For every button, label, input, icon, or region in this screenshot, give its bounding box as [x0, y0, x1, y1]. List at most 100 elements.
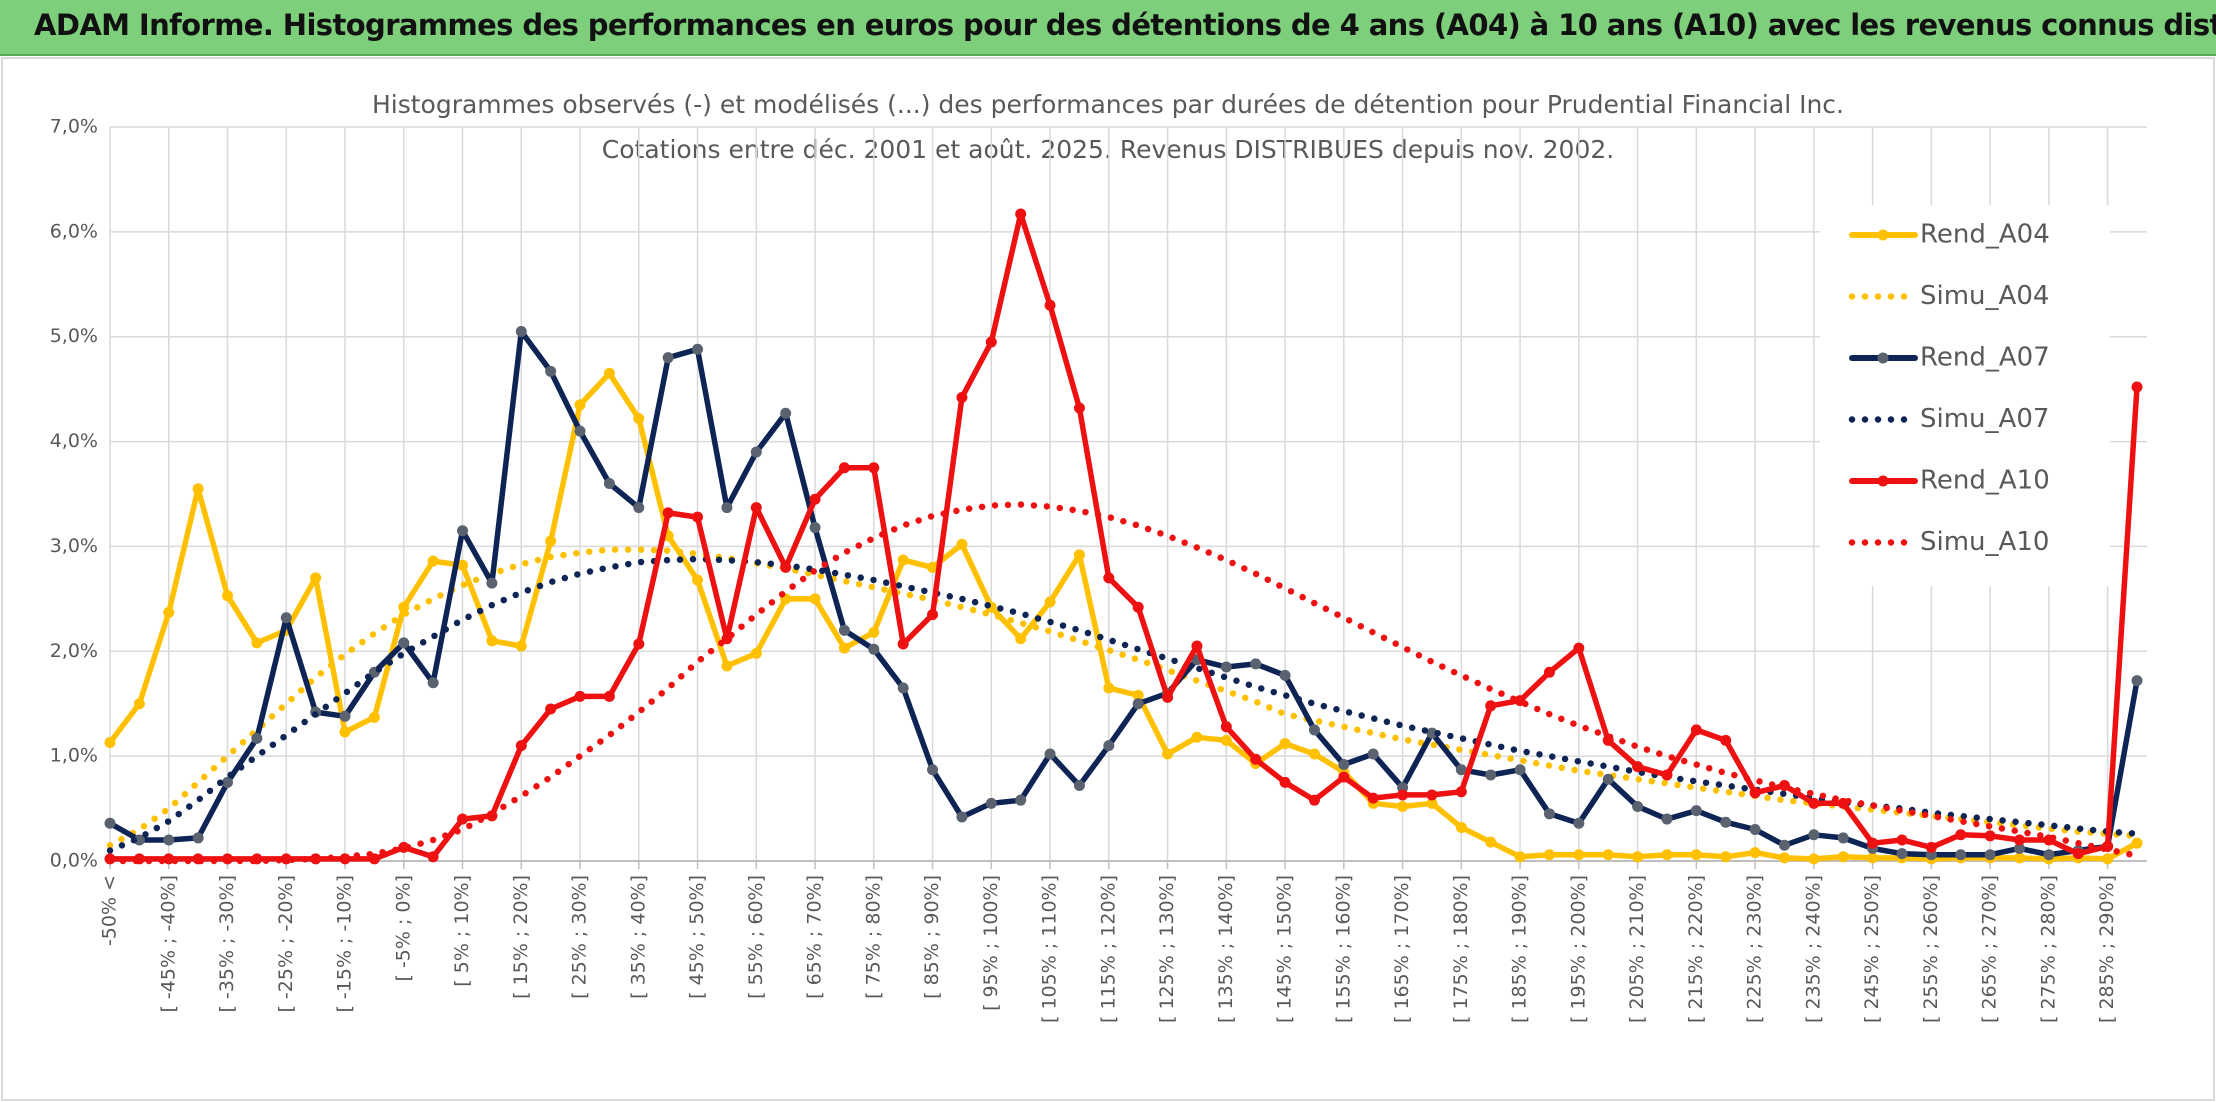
- marker: [1455, 786, 1467, 798]
- marker: [515, 325, 527, 337]
- marker: [1279, 776, 1291, 788]
- marker: [956, 811, 968, 823]
- marker: [780, 407, 792, 419]
- marker: [1308, 748, 1320, 760]
- marker: [133, 698, 145, 710]
- marker: [1485, 700, 1497, 712]
- marker: [222, 776, 234, 788]
- marker: [956, 392, 968, 404]
- marker: [2131, 837, 2143, 849]
- marker: [1984, 830, 1996, 842]
- marker: [1690, 849, 1702, 861]
- marker: [1661, 849, 1673, 861]
- marker: [1103, 572, 1115, 584]
- marker: [1808, 797, 1820, 809]
- header-title: ADAM Informe. Histogrammes des performan…: [34, 8, 2216, 42]
- x-tick-label: [ 175% ; 180%]: [1450, 875, 1472, 1023]
- chart-subtitle: Cotations entre déc. 2001 et août. 2025.…: [602, 135, 1614, 164]
- marker: [927, 561, 939, 573]
- x-tick-label: [ -45% ; -40%]: [157, 875, 179, 1013]
- marker: [1485, 836, 1497, 848]
- x-tick-label: [ 25% ; 30%]: [569, 875, 591, 999]
- marker: [574, 425, 586, 437]
- x-tick-label: [ 5% ; 10%]: [451, 875, 473, 987]
- marker: [1367, 748, 1379, 760]
- marker: [1073, 549, 1085, 561]
- x-tick-label: [ -5% ; 0%]: [392, 875, 414, 982]
- marker: [1573, 849, 1585, 861]
- marker: [1250, 753, 1262, 765]
- marker: [1397, 800, 1409, 812]
- marker: [1837, 851, 1849, 863]
- marker: [750, 446, 762, 458]
- marker: [721, 660, 733, 672]
- x-tick-label: [ 135% ; 140%]: [1215, 875, 1237, 1023]
- marker: [427, 555, 439, 567]
- marker: [1073, 780, 1085, 792]
- legend-label: Simu_A10: [1920, 527, 2049, 557]
- marker: [2013, 842, 2025, 854]
- x-tick-label: [ 45% ; 50%]: [686, 875, 708, 999]
- x-tick-label: [ 205% ; 210%]: [1626, 875, 1648, 1023]
- marker: [2131, 381, 2143, 393]
- legend-label: Simu_A04: [1920, 281, 2049, 311]
- marker: [398, 601, 410, 613]
- marker: [398, 637, 410, 649]
- y-tick-label: 6,0%: [50, 220, 98, 242]
- marker: [1808, 853, 1820, 865]
- data-line: [107, 370, 2140, 862]
- x-tick-label: [ 225% ; 230%]: [1744, 875, 1766, 1023]
- x-tick-label: [ -25% ; -20%]: [275, 875, 297, 1013]
- marker: [1103, 682, 1115, 694]
- marker: [280, 853, 292, 865]
- marker: [750, 647, 762, 659]
- marker: [1250, 658, 1262, 670]
- marker: [1955, 829, 1967, 841]
- chart: Histogrammes observés (-) et modélisés (…: [1, 57, 2215, 1101]
- marker: [838, 624, 850, 636]
- marker: [251, 637, 263, 649]
- marker: [457, 525, 469, 537]
- marker: [662, 507, 674, 519]
- y-tick-label: 0,0%: [50, 850, 98, 872]
- marker: [1896, 848, 1908, 860]
- x-tick-label: [ 145% ; 150%]: [1274, 875, 1296, 1023]
- marker: [339, 726, 351, 738]
- marker: [927, 764, 939, 776]
- marker: [1778, 839, 1790, 851]
- x-tick-label: [ 255% ; 260%]: [1920, 875, 1942, 1023]
- marker: [1191, 640, 1203, 652]
- legend-marker: [1877, 475, 1889, 487]
- marker: [1015, 208, 1027, 220]
- marker: [692, 574, 704, 586]
- marker: [603, 690, 615, 702]
- marker: [192, 483, 204, 495]
- x-tick-label: [ 185% ; 190%]: [1509, 875, 1531, 1023]
- marker: [692, 343, 704, 355]
- marker: [1867, 837, 1879, 849]
- marker: [1132, 698, 1144, 710]
- marker: [1514, 764, 1526, 776]
- x-tick-label: [ 285% ; 290%]: [2096, 875, 2118, 1023]
- marker: [927, 609, 939, 621]
- marker: [1044, 748, 1056, 760]
- x-tick-label: [ -15% ; -10%]: [334, 875, 356, 1013]
- marker: [192, 832, 204, 844]
- marker: [1279, 738, 1291, 750]
- marker: [280, 612, 292, 624]
- marker: [1749, 824, 1761, 836]
- marker: [868, 643, 880, 655]
- marker: [985, 797, 997, 809]
- marker: [1573, 817, 1585, 829]
- marker: [1808, 829, 1820, 841]
- marker: [486, 577, 498, 589]
- x-tick-label: [ 115% ; 120%]: [1097, 875, 1119, 1023]
- marker: [2131, 675, 2143, 687]
- marker: [1220, 721, 1232, 733]
- marker: [721, 502, 733, 514]
- marker: [1044, 596, 1056, 608]
- marker: [1602, 773, 1614, 785]
- marker: [574, 399, 586, 411]
- marker: [163, 606, 175, 618]
- y-tick-label: 7,0%: [50, 116, 98, 138]
